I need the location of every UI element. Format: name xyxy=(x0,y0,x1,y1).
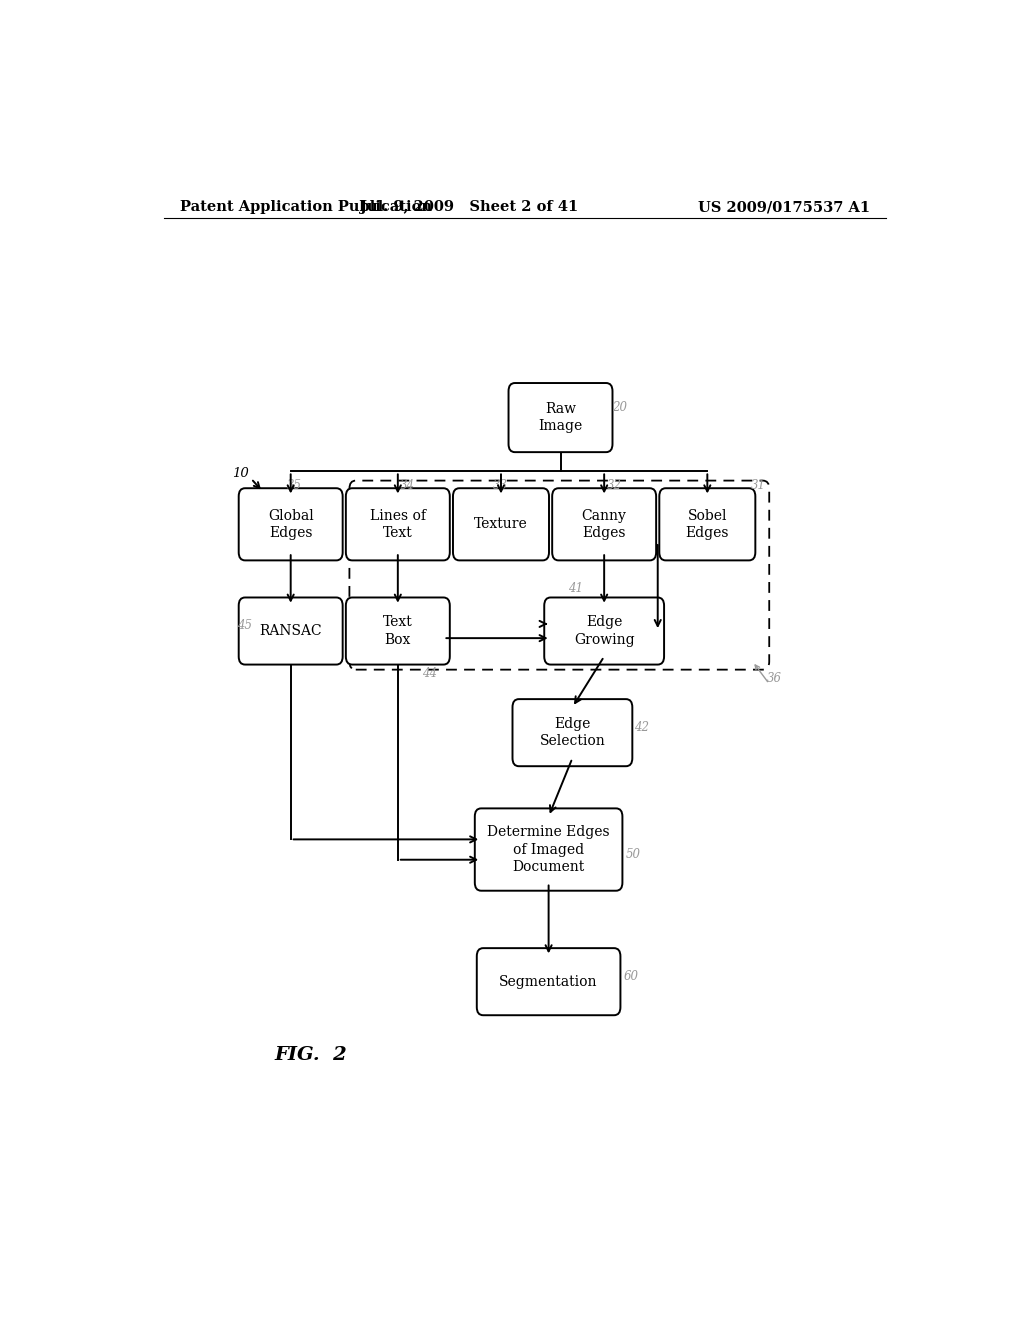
Text: 20: 20 xyxy=(612,401,627,414)
Text: 32: 32 xyxy=(606,479,622,492)
Text: Determine Edges
of Imaged
Document: Determine Edges of Imaged Document xyxy=(487,825,610,874)
Text: 41: 41 xyxy=(568,582,584,595)
FancyBboxPatch shape xyxy=(475,808,623,891)
Text: 35: 35 xyxy=(287,479,302,492)
Text: Raw
Image: Raw Image xyxy=(539,401,583,433)
FancyBboxPatch shape xyxy=(659,488,756,561)
Text: Patent Application Publication: Patent Application Publication xyxy=(179,201,431,214)
FancyBboxPatch shape xyxy=(453,488,549,561)
FancyBboxPatch shape xyxy=(552,488,656,561)
Text: RANSAC: RANSAC xyxy=(259,624,322,638)
Text: US 2009/0175537 A1: US 2009/0175537 A1 xyxy=(698,201,870,214)
FancyBboxPatch shape xyxy=(346,488,450,561)
FancyBboxPatch shape xyxy=(346,598,450,664)
Text: Global
Edges: Global Edges xyxy=(268,508,313,540)
Text: 44: 44 xyxy=(422,667,436,680)
FancyBboxPatch shape xyxy=(509,383,612,453)
Text: Text
Box: Text Box xyxy=(383,615,413,647)
Text: Canny
Edges: Canny Edges xyxy=(582,508,627,540)
Text: Lines of
Text: Lines of Text xyxy=(370,508,426,540)
Text: Jul. 9, 2009   Sheet 2 of 41: Jul. 9, 2009 Sheet 2 of 41 xyxy=(360,201,579,214)
Text: 36: 36 xyxy=(767,672,782,685)
FancyBboxPatch shape xyxy=(512,700,633,766)
Text: Edge
Selection: Edge Selection xyxy=(540,717,605,748)
Text: 31: 31 xyxy=(751,479,766,492)
Text: FIG.  2: FIG. 2 xyxy=(274,1045,347,1064)
Text: 33: 33 xyxy=(494,479,508,492)
FancyBboxPatch shape xyxy=(239,598,343,664)
Text: Edge
Growing: Edge Growing xyxy=(573,615,635,647)
FancyBboxPatch shape xyxy=(544,598,665,664)
Text: Sobel
Edges: Sobel Edges xyxy=(686,508,729,540)
FancyBboxPatch shape xyxy=(477,948,621,1015)
Text: Texture: Texture xyxy=(474,517,527,532)
Text: 45: 45 xyxy=(237,619,252,632)
Text: 60: 60 xyxy=(624,970,639,983)
Text: 10: 10 xyxy=(232,467,249,480)
Text: Segmentation: Segmentation xyxy=(500,974,598,989)
Text: 42: 42 xyxy=(634,721,649,734)
FancyBboxPatch shape xyxy=(239,488,343,561)
Text: 50: 50 xyxy=(626,849,641,861)
Text: 34: 34 xyxy=(400,479,415,492)
